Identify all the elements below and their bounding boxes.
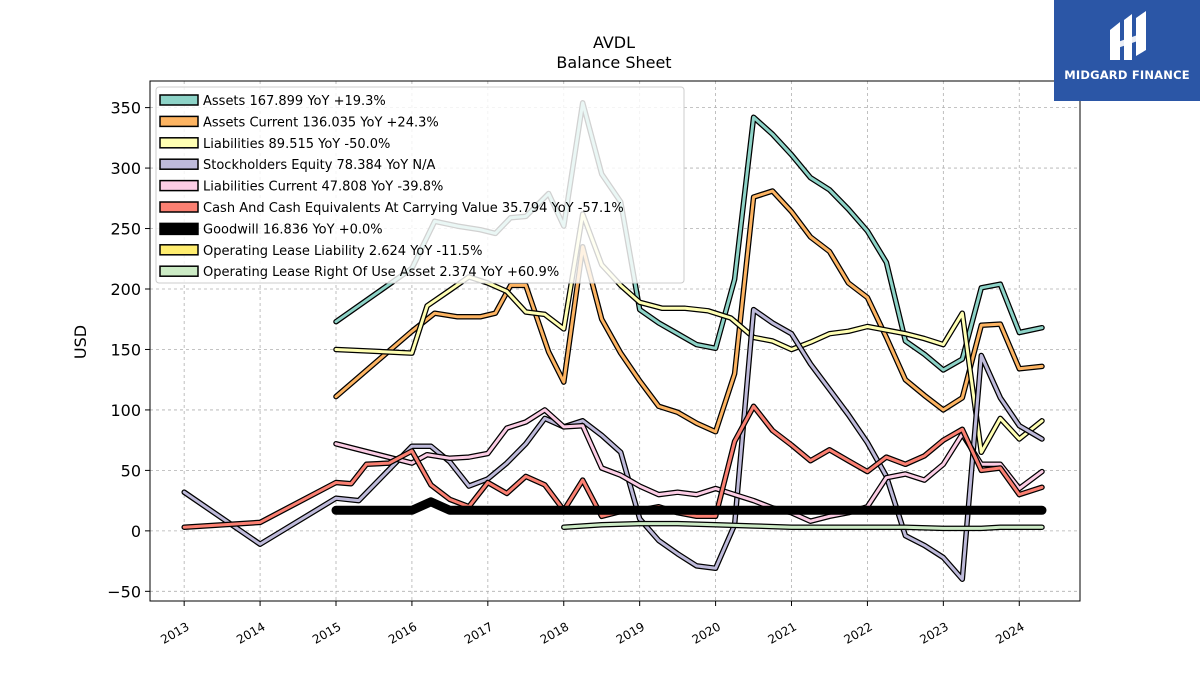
series-line [334,189,1044,434]
x-axis-ticks: 2013 2014 2015 2016 2017 2018 2019 2020 2021 2022… [158,601,1027,647]
legend-entry: Stockholders Equity 78.384 YoY N/A [203,158,435,173]
midgard-logo-icon [1110,11,1146,60]
x-tick-label: 2015 [310,619,343,646]
x-tick-label: 2023 [917,619,950,646]
x-tick-label: 2013 [158,619,191,646]
x-tick-label: 2016 [386,619,419,646]
y-tick-label: 350 [110,99,141,118]
legend-entry: Assets Current 136.035 YoY +24.3% [203,115,439,130]
x-tick-label: 2017 [462,619,495,646]
chart-subtitle: Balance Sheet [556,53,671,72]
legend-entry: Goodwill 16.836 YoY +0.0% [203,222,383,237]
legend-entry: Assets 167.899 YoY +19.3% [203,94,386,109]
series-line [562,522,1044,530]
y-tick-label: 100 [110,401,141,420]
legend-swatch [159,94,199,106]
legend-swatch [159,201,199,213]
x-tick-label: 2018 [538,619,571,646]
y-tick-label: 50 [121,461,141,480]
chart-title: AVDL [593,33,635,52]
x-tick-label: 2019 [614,619,647,646]
legend-swatch [159,115,199,128]
legend-entry: Operating Lease Liability 2.624 YoY -11.… [203,244,482,259]
legend-entry: Liabilities 89.515 YoY -50.0% [203,137,390,152]
legend-box [155,86,685,284]
plot-frame [149,80,1081,602]
x-tick-label: 2024 [993,619,1026,646]
x-tick-label: 2021 [766,619,799,646]
legend-swatch [159,265,199,277]
series-line [334,212,1044,454]
series-line [182,308,1044,581]
legend-swatch [159,137,199,149]
legend-swatch [159,244,199,256]
legend-swatch [159,222,199,236]
legend-entry: Operating Lease Right Of Use Asset 2.374… [203,265,559,280]
series-line-outline [331,497,1047,515]
legend-entry: Liabilities Current 47.808 YoY -39.8% [203,180,443,195]
y-tick-label: 0 [131,522,141,541]
x-tick-label: 2020 [690,619,723,646]
y-tick-label: −50 [107,582,141,601]
y-tick-label: 250 [110,220,141,239]
y-tick-label: 300 [110,159,141,178]
x-tick-label: 2022 [841,619,874,646]
legend-entry: Cash And Cash Equivalents At Carrying Va… [203,201,624,216]
legend-swatch [159,179,199,192]
legend: Assets 167.899 YoY +19.3% Assets Current … [155,86,685,284]
y-axis-ticks: −50 0 50 100 150 200 250 300 350 [107,99,150,601]
y-tick-label: 200 [110,280,141,299]
legend-swatch [159,158,199,170]
y-axis-label: USD [71,325,90,359]
brand-name: MIDGARD FINANCE [1064,68,1190,82]
series-line [334,408,1044,523]
x-tick-label: 2014 [234,619,267,646]
series-layer [181,100,1047,582]
brand-logo: MIDGARD FINANCE [1054,0,1200,101]
y-tick-label: 150 [110,340,141,359]
